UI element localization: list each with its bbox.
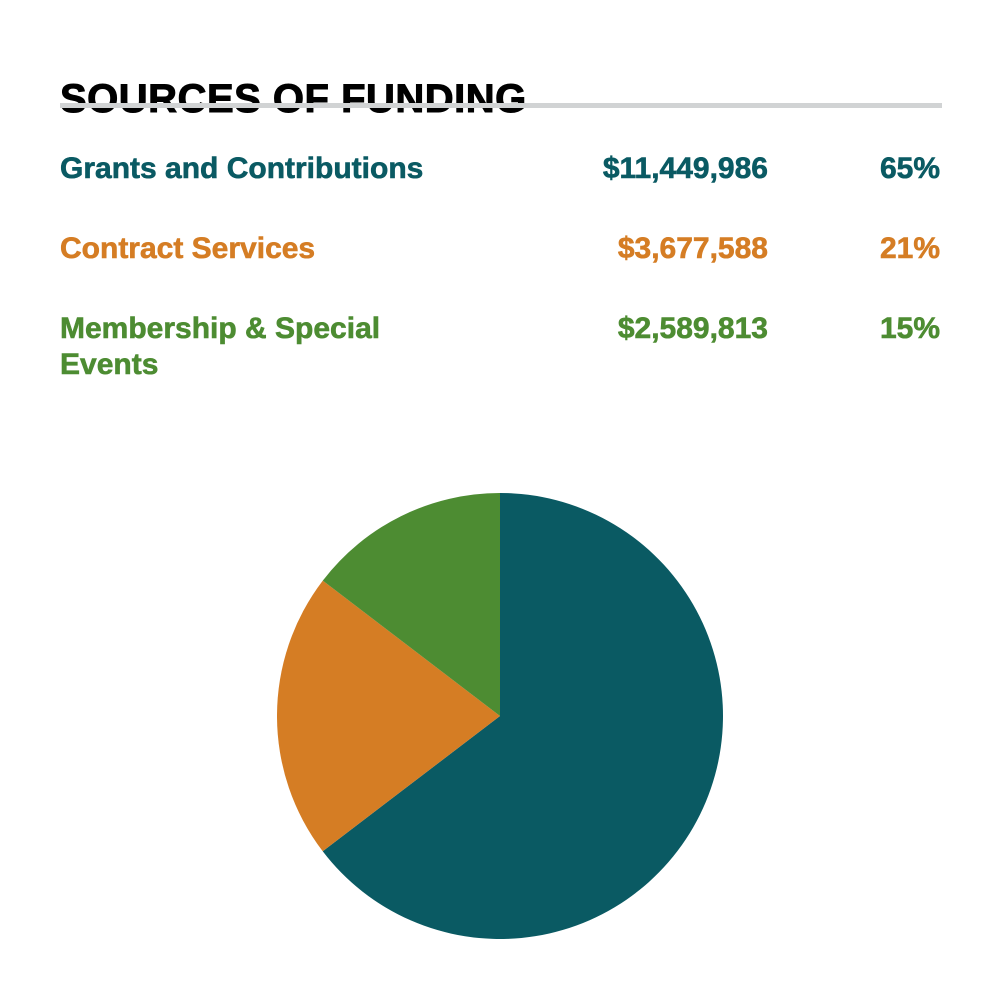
funding-row-grants: Grants and Contributions $11,449,986 65% — [60, 151, 941, 187]
pie-chart — [277, 493, 723, 939]
funding-percent: 65% — [879, 152, 941, 186]
funding-row-contract-services: Contract Services $3,677,588 21% — [60, 231, 941, 267]
funding-amount: $11,449,986 — [602, 152, 769, 186]
pie-slice-1 — [277, 580, 500, 852]
pie-slice-0 — [322, 493, 723, 939]
funding-percent: 21% — [879, 232, 941, 266]
pie-slice-2 — [322, 493, 500, 716]
funding-percent: 15% — [879, 312, 941, 346]
funding-amount: $2,589,813 — [617, 312, 769, 346]
funding-label: Grants and Contributions — [60, 152, 424, 186]
funding-label: Membership & Special Events — [60, 312, 381, 382]
funding-amount: $3,677,588 — [617, 232, 769, 266]
funding-table: Grants and Contributions $11,449,986 65%… — [60, 151, 941, 383]
pie-chart-svg — [277, 493, 723, 939]
funding-label: Contract Services — [60, 232, 316, 266]
page-title: SOURCES OF FUNDING — [60, 76, 527, 121]
title-rule-divider — [60, 103, 942, 108]
funding-row-membership-events: Membership & Special Events $2,589,813 1… — [60, 311, 941, 383]
